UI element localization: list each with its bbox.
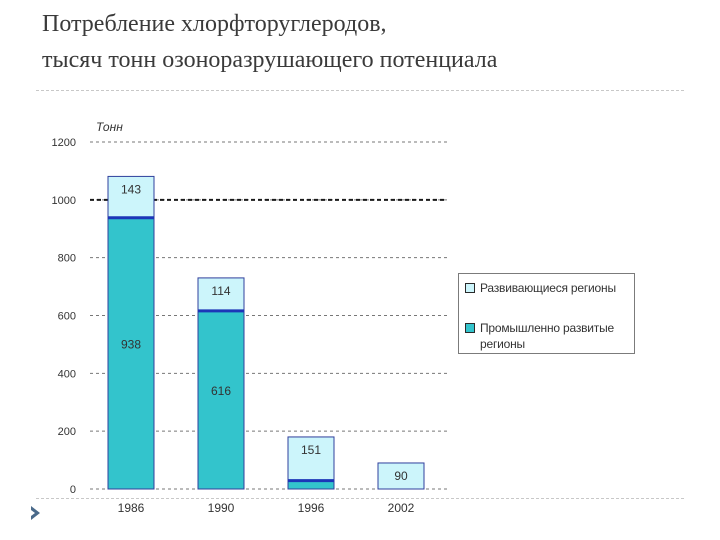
legend-label-developing: Развивающиеся регионы xyxy=(480,281,616,295)
y-tick-label-1000: 1000 xyxy=(52,195,76,207)
y-tick-label-800: 800 xyxy=(58,253,76,265)
x-tick-label-1986: 1986 xyxy=(118,501,145,515)
bar-outline-1986 xyxy=(107,175,155,490)
data-label-industrial-1990: 616 xyxy=(211,384,231,398)
legend-swatch-developing xyxy=(465,283,475,293)
legend-item-industrial: Промышленно развитые регионы xyxy=(465,320,635,352)
y-tick-label-0: 0 xyxy=(70,484,76,496)
x-tick-label-1990: 1990 xyxy=(208,501,235,515)
bar-industrial-1986 xyxy=(108,217,154,490)
bar-outline-1996 xyxy=(287,436,335,490)
legend-label-industrial: Промышленно развитые регионы xyxy=(480,321,615,351)
y-axis-label: Тонн xyxy=(96,120,123,134)
data-label-developing-1990: 114 xyxy=(211,284,230,298)
legend-item-developing: Развивающиеся регионы xyxy=(465,280,635,296)
data-label-developing-1986: 143 xyxy=(121,182,141,196)
y-tick-label-1200: 1200 xyxy=(52,137,76,149)
y-tick-label-400: 400 xyxy=(58,368,76,380)
y-tick-label-600: 600 xyxy=(58,311,76,323)
data-label-developing-2002: 90 xyxy=(394,469,408,483)
bar-developing-2002 xyxy=(378,462,424,489)
bottom-divider xyxy=(36,498,684,499)
title-line-1: Потребление хлорфторуглеродов, xyxy=(42,11,387,37)
bar-outline-2002 xyxy=(377,462,425,490)
data-label-developing-1996: 151 xyxy=(301,443,321,457)
title-line-2: тысяч тонн озоноразрушающего потенциала xyxy=(42,47,498,73)
bar-outline-1990 xyxy=(197,277,245,490)
page-title: Потребление хлорфторуглеродов, тысяч тон… xyxy=(42,6,702,78)
legend-swatch-industrial xyxy=(465,323,475,333)
bar-developing-1986 xyxy=(108,176,154,218)
x-tick-label-1996: 1996 xyxy=(298,501,325,515)
bar-developing-1996 xyxy=(288,436,334,481)
x-tick-label-2002: 2002 xyxy=(388,501,415,515)
bar-developing-1990 xyxy=(198,277,244,311)
y-tick-label-200: 200 xyxy=(58,426,76,438)
data-label-industrial-1986: 938 xyxy=(121,337,141,351)
bar-industrial-1996 xyxy=(288,480,334,489)
bar-industrial-1990 xyxy=(198,310,244,489)
legend: Развивающиеся регионы Промышленно развит… xyxy=(458,273,635,354)
top-divider xyxy=(36,90,684,91)
bullet-arrow-icon xyxy=(31,506,40,520)
